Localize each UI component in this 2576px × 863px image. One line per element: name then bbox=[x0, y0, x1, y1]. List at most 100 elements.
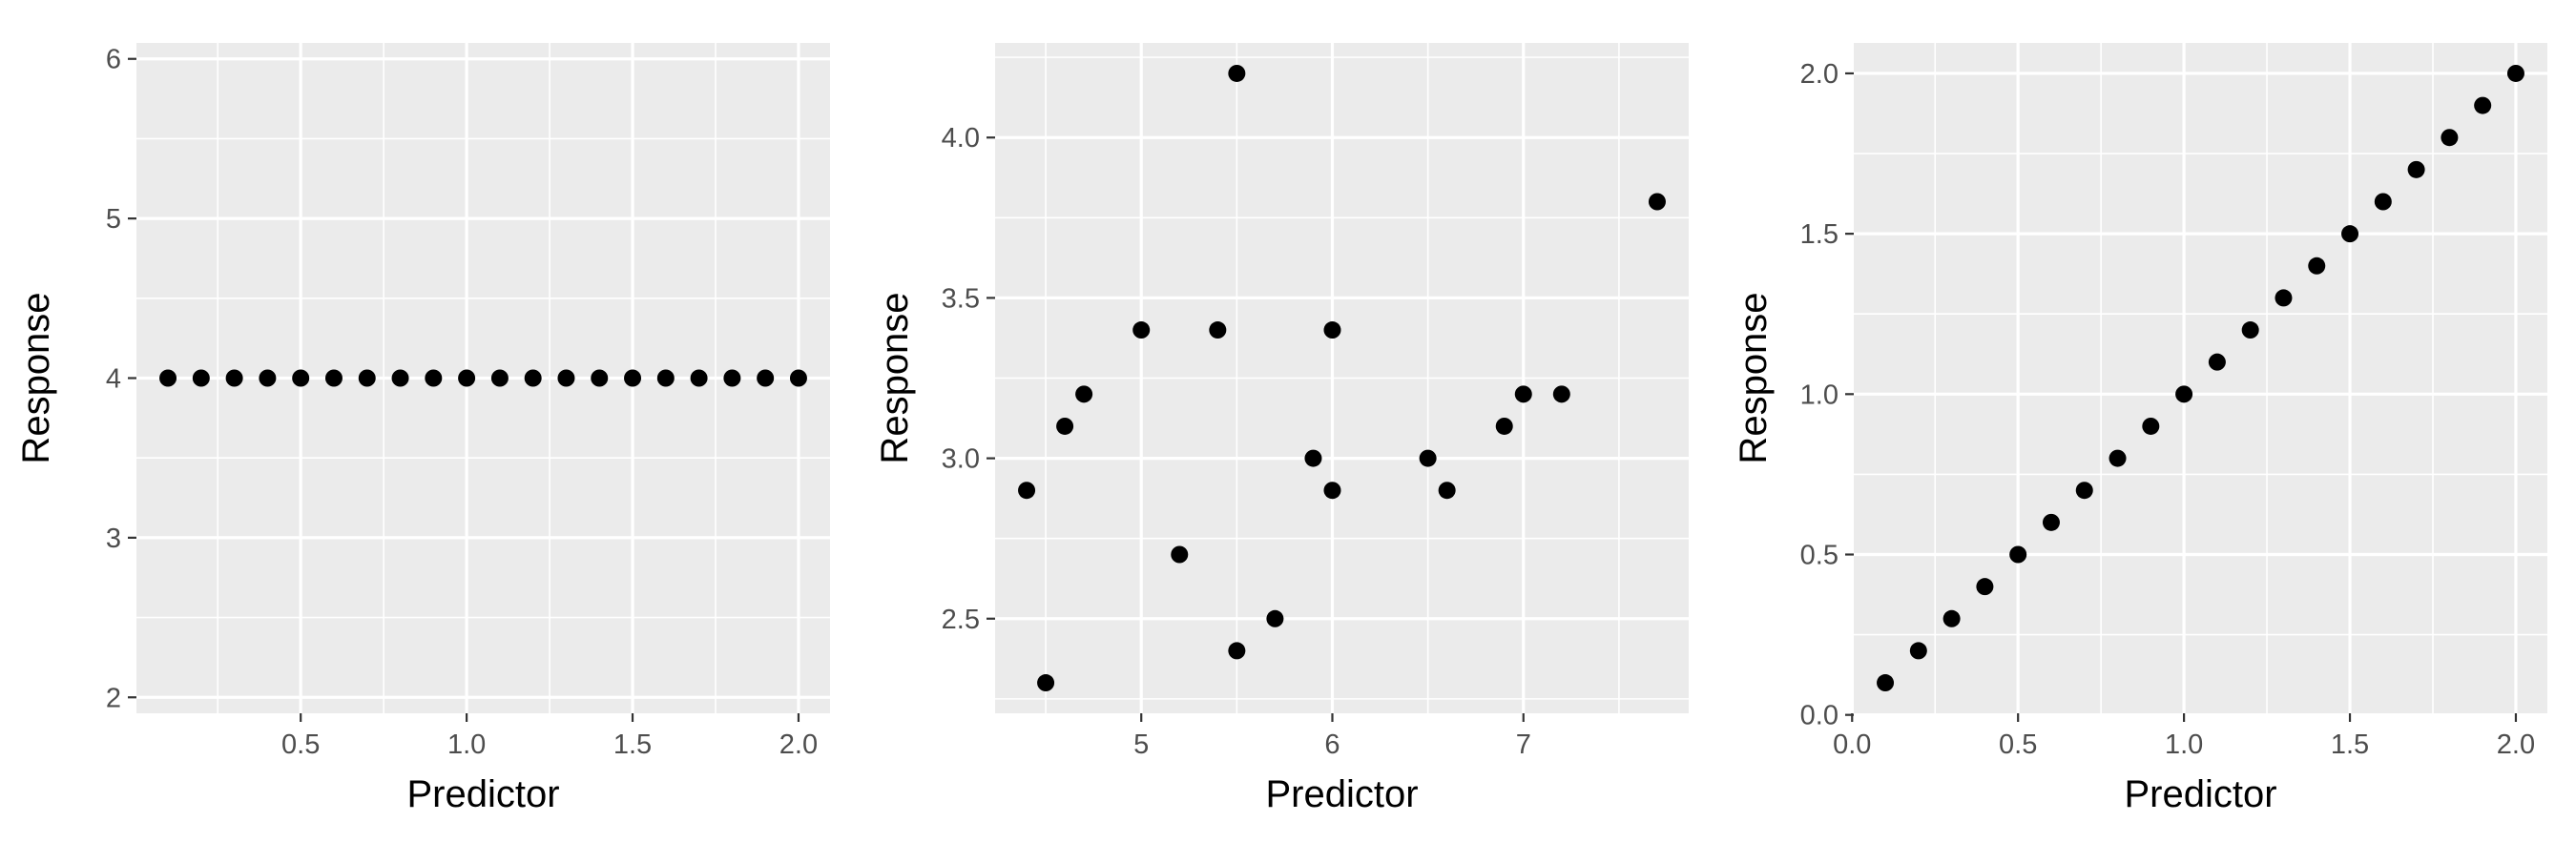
panel-2-x-tick-label: 7 bbox=[1516, 729, 1531, 760]
panel-2: 5 6 7 2.5 3.0 3.5 4.0 Predictor Response bbox=[874, 43, 1689, 815]
panel-3-points bbox=[1877, 64, 2524, 692]
panel-3-data-point bbox=[2042, 513, 2060, 531]
panel-1-data-point bbox=[656, 369, 675, 387]
panel-2-points bbox=[1018, 64, 1666, 692]
panel-3-data-point bbox=[2208, 353, 2226, 371]
panel-3-data-point bbox=[2341, 225, 2359, 243]
panel-3-grid bbox=[1850, 43, 2547, 717]
panel-2-data-point bbox=[1323, 482, 1341, 500]
panel-1-data-point bbox=[524, 369, 542, 387]
panel-2-data-point bbox=[1266, 609, 1284, 627]
panel-3-data-point bbox=[2142, 417, 2160, 435]
panel-1-x-tick-label: 1.0 bbox=[447, 729, 486, 760]
panel-2-data-point bbox=[1323, 321, 1341, 339]
panel-2-y-tick-label: 4.0 bbox=[942, 123, 980, 154]
panel-3: 0.0 0.5 1.0 1.5 2.0 0.0 0.5 1.0 1.5 2.0 Predictor… bbox=[1733, 43, 2547, 815]
panel-3-data-point bbox=[2075, 482, 2093, 500]
panel-1-data-point bbox=[259, 369, 277, 387]
panel-1: 0.5 1.0 1.5 2.0 2 3 4 5 6 Predictor Response bbox=[15, 43, 830, 815]
panel-1-data-point bbox=[292, 369, 310, 387]
panel-2-data-point bbox=[1228, 642, 1246, 660]
panel-3-data-point bbox=[2275, 289, 2293, 307]
panel-2-y-tick-label: 3.5 bbox=[942, 283, 980, 314]
panel-1-data-point bbox=[324, 369, 343, 387]
panel-2-x-tick-label: 6 bbox=[1324, 729, 1340, 760]
panel-3-data-point bbox=[2506, 64, 2524, 82]
panel-3-data-point bbox=[1976, 578, 1994, 596]
panel-3-ticks: 0.0 0.5 1.0 1.5 2.0 0.0 0.5 1.0 1.5 2.0 bbox=[1800, 59, 2535, 760]
panel-1-data-point bbox=[490, 369, 509, 387]
panel-2-x-tick-label: 5 bbox=[1133, 729, 1149, 760]
panel-1-data-point bbox=[159, 369, 177, 387]
panel-1-data-point bbox=[690, 369, 708, 387]
panel-2-grid bbox=[995, 43, 1689, 713]
panel-3-data-point bbox=[2474, 96, 2492, 114]
panel-1-data-point bbox=[723, 369, 741, 387]
panel-1-data-point bbox=[591, 369, 609, 387]
panel-2-data-point bbox=[1037, 674, 1055, 692]
panel-1-data-point bbox=[757, 369, 775, 387]
panel-2-ticks: 5 6 7 2.5 3.0 3.5 4.0 bbox=[942, 123, 1531, 760]
panel-3-data-point bbox=[2374, 193, 2392, 211]
panel-2-x-axis-title: Predictor bbox=[1265, 773, 1418, 815]
panel-1-y-axis-title: Response bbox=[15, 292, 57, 463]
panel-1-data-point bbox=[225, 369, 243, 387]
panel-1-data-point bbox=[789, 369, 807, 387]
panel-3-y-tick-label: 0.5 bbox=[1800, 541, 1839, 571]
panel-2-y-tick-label: 2.5 bbox=[942, 605, 980, 635]
panel-1-x-tick-label: 0.5 bbox=[281, 729, 320, 760]
panel-3-y-tick-label: 0.0 bbox=[1800, 701, 1839, 731]
panel-3-background bbox=[1854, 43, 2547, 713]
panel-1-y-tick-label: 6 bbox=[106, 45, 121, 75]
panel-3-data-point bbox=[2407, 160, 2425, 178]
panel-3-y-tick-label: 1.0 bbox=[1800, 380, 1839, 410]
panel-2-data-point bbox=[1552, 385, 1570, 403]
panel-1-data-point bbox=[458, 369, 476, 387]
panel-2-data-point bbox=[1171, 545, 1189, 564]
panel-2-data-point bbox=[1056, 417, 1074, 435]
panel-1-data-point bbox=[358, 369, 376, 387]
panel-1-ticks: 0.5 1.0 1.5 2.0 2 3 4 5 6 bbox=[106, 45, 818, 760]
panel-1-data-point bbox=[391, 369, 409, 387]
panel-1-y-tick-label: 5 bbox=[106, 204, 121, 235]
panel-2-data-point bbox=[1514, 385, 1532, 403]
panel-2-data-point bbox=[1495, 417, 1513, 435]
panel-2-y-axis-title: Response bbox=[874, 292, 916, 463]
panel-1-data-point bbox=[624, 369, 642, 387]
panel-1-x-axis-title: Predictor bbox=[406, 773, 559, 815]
panel-3-x-tick-label: 0.5 bbox=[1999, 729, 2037, 760]
panel-1-points bbox=[159, 369, 807, 387]
panel-3-x-tick-label: 2.0 bbox=[2497, 729, 2535, 760]
panel-1-y-tick-label: 2 bbox=[106, 683, 121, 713]
panel-1-data-point bbox=[557, 369, 575, 387]
panel-2-data-point bbox=[1648, 193, 1666, 211]
panel-3-data-point bbox=[2109, 449, 2127, 467]
panel-2-data-point bbox=[1304, 449, 1322, 467]
panel-3-data-point bbox=[1942, 609, 1961, 627]
panel-1-y-tick-label: 3 bbox=[106, 524, 121, 554]
panel-3-data-point bbox=[1909, 642, 1927, 660]
panel-3-x-tick-label: 1.5 bbox=[2331, 729, 2369, 760]
panel-2-data-point bbox=[1419, 449, 1437, 467]
panel-1-data-point bbox=[425, 369, 443, 387]
panel-1-x-tick-label: 2.0 bbox=[779, 729, 818, 760]
panel-2-data-point bbox=[1075, 385, 1093, 403]
panel-3-data-point bbox=[1877, 674, 1895, 692]
panel-2-data-point bbox=[1228, 64, 1246, 82]
panel-3-x-tick-label: 1.0 bbox=[2165, 729, 2203, 760]
panel-3-data-point bbox=[2441, 129, 2459, 147]
panel-2-data-point bbox=[1018, 482, 1036, 500]
panel-2-y-tick-label: 3.0 bbox=[942, 444, 980, 475]
panel-2-data-point bbox=[1438, 482, 1456, 500]
panel-1-x-tick-label: 1.5 bbox=[613, 729, 652, 760]
panel-3-y-tick-label: 2.0 bbox=[1800, 59, 1839, 90]
panel-3-x-tick-label: 0.0 bbox=[1833, 729, 1871, 760]
panel-3-x-axis-title: Predictor bbox=[2124, 773, 2276, 815]
panel-1-y-tick-label: 4 bbox=[106, 364, 121, 395]
panel-3-y-tick-label: 1.5 bbox=[1800, 219, 1839, 250]
panel-1-data-point bbox=[192, 369, 210, 387]
panel-2-data-point bbox=[1209, 321, 1227, 339]
panel-3-data-point bbox=[2241, 321, 2259, 339]
